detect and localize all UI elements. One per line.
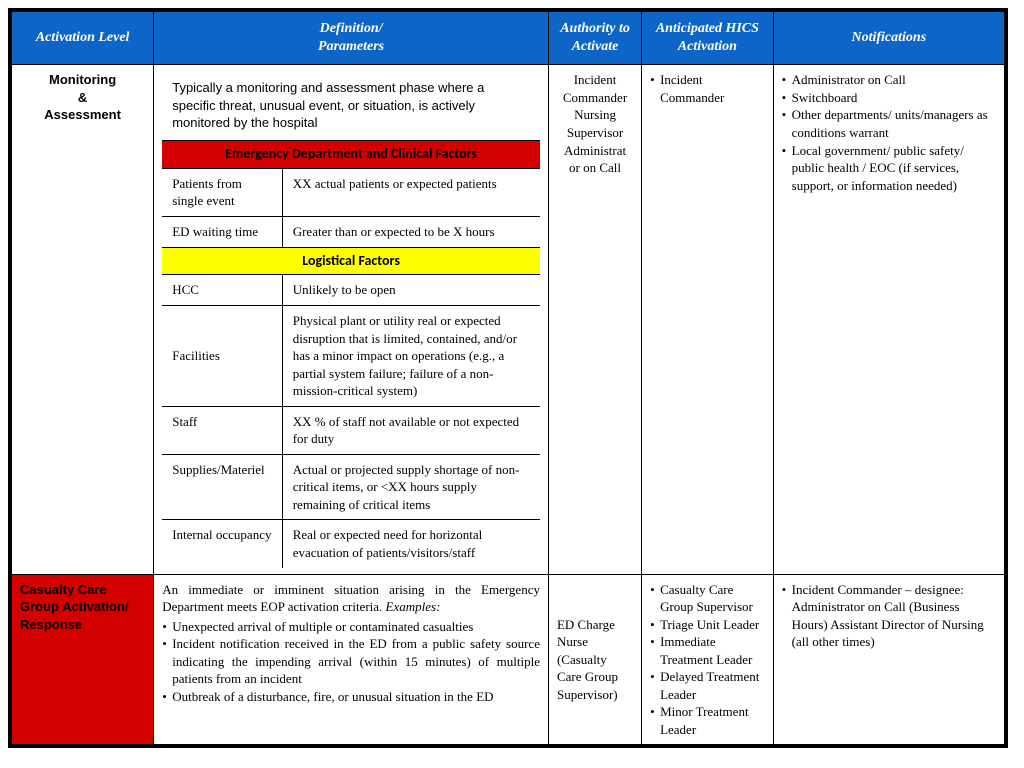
notif-item: Incident Commander – designee: Administr…	[782, 581, 996, 651]
level-label-monitoring: Monitoring&Assessment	[10, 65, 154, 574]
header-hics: Anticipated HICS Activation	[642, 10, 774, 65]
factor-key: Supplies/Materiel	[162, 454, 282, 520]
definition-casualty: An immediate or imminent situation arisi…	[154, 574, 549, 746]
def-bullet: Unexpected arrival of multiple or contam…	[162, 618, 540, 636]
emergency-factors-table: Patients from single event XX actual pat…	[162, 169, 540, 247]
notifications-casualty: Incident Commander – designee: Administr…	[773, 574, 1006, 746]
factor-key: Internal occupancy	[162, 520, 282, 568]
factor-value: Physical plant or utility real or expect…	[282, 305, 540, 406]
notif-item: Switchboard	[782, 89, 996, 107]
hics-monitoring: Incident Commander	[642, 65, 774, 574]
hics-item: Immediate Treatment Leader	[650, 633, 765, 668]
def-bullet: Outbreak of a disturbance, fire, or unus…	[162, 688, 540, 706]
header-notifications: Notifications	[773, 10, 1006, 65]
hics-item: Triage Unit Leader	[650, 616, 765, 634]
def-bullet: Incident notification received in the ED…	[162, 635, 540, 688]
header-definition: Definition/Parameters	[154, 10, 549, 65]
def-lead: An immediate or imminent situation arisi…	[162, 582, 540, 615]
hics-casualty: Casualty Care Group Supervisor Triage Un…	[642, 574, 774, 746]
factor-value: Unlikely to be open	[282, 275, 540, 305]
factor-value: Real or expected need for horizontal eva…	[282, 520, 540, 568]
def-examples-label: Examples:	[386, 599, 441, 614]
factor-key: ED waiting time	[162, 217, 282, 247]
factor-key: HCC	[162, 275, 282, 305]
factor-key: Staff	[162, 406, 282, 454]
intro-text: Typically a monitoring and assessment ph…	[162, 71, 540, 140]
header-authority: Authority to Activate	[548, 10, 641, 65]
factor-value: Actual or projected supply shortage of n…	[282, 454, 540, 520]
definition-monitoring: Typically a monitoring and assessment ph…	[154, 65, 549, 574]
hics-item: Minor Treatment Leader	[650, 703, 765, 738]
banner-logistical-factors: Logistical Factors	[162, 247, 540, 276]
notif-item: Administrator on Call	[782, 71, 996, 89]
factor-value: XX actual patients or expected patients	[282, 169, 540, 217]
header-activation-level: Activation Level	[10, 10, 154, 65]
hics-item: Delayed Treatment Leader	[650, 668, 765, 703]
factor-key: Facilities	[162, 305, 282, 406]
table-header: Activation Level Definition/Parameters A…	[10, 10, 1006, 65]
notif-item: Local government/ public safety/ public …	[782, 142, 996, 195]
banner-emergency-factors: Emergency Department and Clinical Factor…	[162, 140, 540, 169]
notifications-monitoring: Administrator on Call Switchboard Other …	[773, 65, 1006, 574]
factor-value: XX % of staff not available or not expec…	[282, 406, 540, 454]
row-casualty-care: Casualty Care Group Activation/ Response…	[10, 574, 1006, 746]
authority-casualty: ED Charge Nurse (Casualty Care Group Sup…	[548, 574, 641, 746]
notif-item: Other departments/ units/managers as con…	[782, 106, 996, 141]
level-label-casualty: Casualty Care Group Activation/ Response	[10, 574, 154, 746]
logistical-factors-table: HCC Unlikely to be open Facilities Physi…	[162, 275, 540, 567]
hics-item: Casualty Care Group Supervisor	[650, 581, 765, 616]
authority-monitoring: Incident Commander Nursing Supervisor Ad…	[548, 65, 641, 574]
activation-levels-table: Activation Level Definition/Parameters A…	[8, 8, 1008, 748]
factor-value: Greater than or expected to be X hours	[282, 217, 540, 247]
factor-key: Patients from single event	[162, 169, 282, 217]
row-monitoring-assessment: Monitoring&Assessment Typically a monito…	[10, 65, 1006, 574]
hics-item: Incident Commander	[650, 71, 765, 106]
